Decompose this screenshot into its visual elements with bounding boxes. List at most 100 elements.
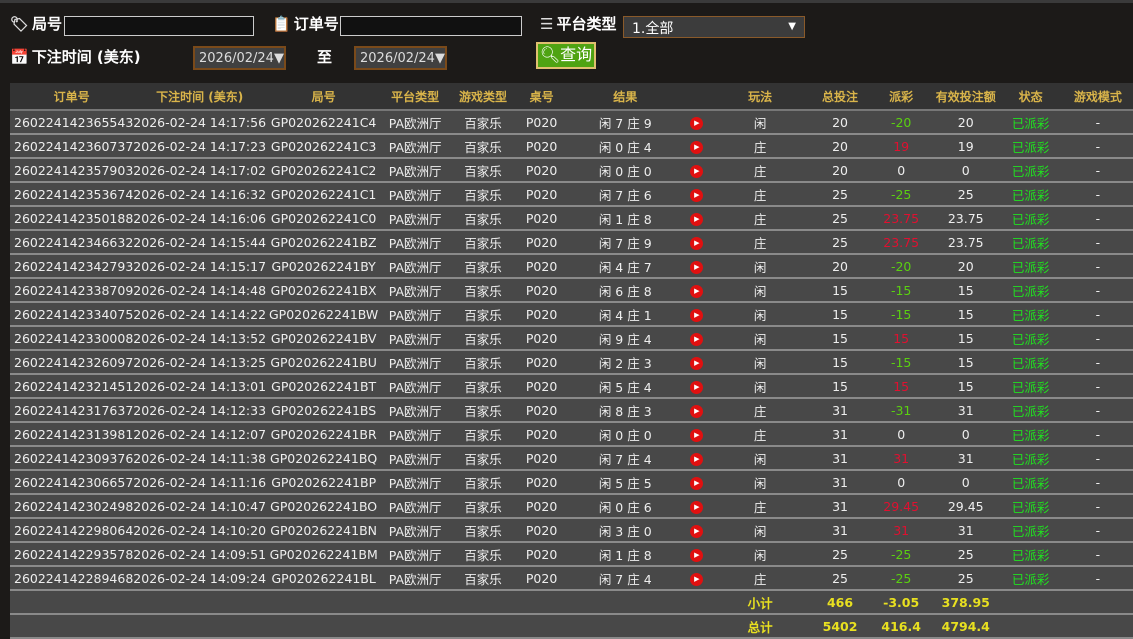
order-id: 260224142309376 — [10, 446, 134, 471]
replay-cell: ▶ — [684, 566, 710, 591]
table-row: 260224142326097 2026-02-24 14:13:25 GP0202… — [10, 350, 1133, 375]
table-row: 260224142317637 2026-02-24 14:12:33 GP0202… — [10, 398, 1133, 423]
order-id: 260224142326097 — [10, 350, 134, 375]
order-id: 260224142313981 — [10, 422, 134, 447]
play-type: 庄 — [709, 158, 811, 183]
status: 已派彩 — [998, 542, 1063, 567]
status: 已派彩 — [998, 350, 1063, 375]
total-cell — [266, 614, 382, 639]
payout: 15 — [869, 374, 933, 399]
play-video-icon[interactable]: ▶ — [690, 572, 704, 586]
replay-cell: ▶ — [684, 398, 710, 423]
game-type: 百家乐 — [449, 158, 517, 183]
platform: PA欧洲厅 — [381, 254, 450, 279]
platform: PA欧洲厅 — [381, 470, 450, 495]
play-video-icon[interactable]: ▶ — [690, 500, 704, 514]
play-video-icon[interactable]: ▶ — [690, 308, 704, 322]
bet-time: 2026-02-24 14:16:32 — [133, 182, 267, 207]
date-from-picker[interactable]: 2026/02/24▼ — [193, 46, 286, 70]
play-video-icon[interactable]: ▶ — [690, 236, 704, 250]
clipboard-icon: 📋 — [272, 14, 291, 33]
play-type: 闲 — [709, 302, 811, 327]
game-mode: - — [1062, 182, 1133, 207]
query-button[interactable]: 🔍︎查询 — [536, 42, 596, 69]
subtotal-row: 小计 466 -3.05 378.95 — [10, 590, 1133, 615]
subtotal-cell — [684, 590, 710, 615]
table-id: P020 — [516, 398, 567, 423]
play-video-icon[interactable]: ▶ — [690, 524, 704, 538]
table-id: P020 — [516, 494, 567, 519]
valid-bet: 15 — [932, 302, 999, 327]
play-type: 闲 — [709, 374, 811, 399]
play-video-icon[interactable]: ▶ — [690, 332, 704, 346]
column-header: 桌号 — [516, 83, 567, 111]
play-video-icon[interactable]: ▶ — [690, 380, 704, 394]
round-id: GP020262241BO — [266, 494, 382, 519]
result: 闲 4 庄 1 — [566, 302, 685, 327]
result: 闲 0 庄 0 — [566, 422, 685, 447]
column-header: 游戏类型 — [449, 83, 517, 111]
platform: PA欧洲厅 — [381, 302, 450, 327]
result: 闲 0 庄 6 — [566, 494, 685, 519]
total-cell — [566, 614, 685, 639]
play-video-icon[interactable]: ▶ — [690, 140, 704, 154]
column-header: 局号 — [266, 83, 382, 111]
table-row: 260224142365543 2026-02-24 14:17:56 GP0202… — [10, 110, 1133, 135]
search-icon: 🔍︎ — [539, 45, 561, 64]
play-video-icon[interactable]: ▶ — [690, 188, 704, 202]
game-type: 百家乐 — [449, 446, 517, 471]
round-label-text: 局号 — [32, 15, 63, 33]
platform: PA欧洲厅 — [381, 398, 450, 423]
play-video-icon[interactable]: ▶ — [690, 116, 704, 130]
replay-cell: ▶ — [684, 158, 710, 183]
play-video-icon[interactable]: ▶ — [690, 164, 704, 178]
bet-time: 2026-02-24 14:17:56 — [133, 110, 267, 135]
play-video-icon[interactable]: ▶ — [690, 548, 704, 562]
platform-select[interactable]: 1.全部 ▼ — [623, 16, 805, 38]
play-video-icon[interactable]: ▶ — [690, 212, 704, 226]
date-to-picker[interactable]: 2026/02/24▼ — [354, 46, 447, 70]
result: 闲 8 庄 3 — [566, 398, 685, 423]
table-id: P020 — [516, 542, 567, 567]
payout: -15 — [869, 350, 933, 375]
play-video-icon[interactable]: ▶ — [690, 260, 704, 274]
bet-time: 2026-02-24 14:13:25 — [133, 350, 267, 375]
round-input[interactable] — [64, 16, 254, 36]
status: 已派彩 — [998, 518, 1063, 543]
play-video-icon[interactable]: ▶ — [690, 452, 704, 466]
tag-icon: 🏷 — [10, 14, 30, 33]
game-type: 百家乐 — [449, 326, 517, 351]
table-id: P020 — [516, 230, 567, 255]
platform: PA欧洲厅 — [381, 158, 450, 183]
play-video-icon[interactable]: ▶ — [690, 404, 704, 418]
play-type: 庄 — [709, 494, 811, 519]
game-type: 百家乐 — [449, 278, 517, 303]
valid-bet: 15 — [932, 374, 999, 399]
order-id: 260224142342793 — [10, 254, 134, 279]
bet-time: 2026-02-24 14:17:02 — [133, 158, 267, 183]
platform: PA欧洲厅 — [381, 518, 450, 543]
result: 闲 9 庄 4 — [566, 326, 685, 351]
play-video-icon[interactable]: ▶ — [690, 284, 704, 298]
play-video-icon[interactable]: ▶ — [690, 428, 704, 442]
play-video-icon[interactable]: ▶ — [690, 476, 704, 490]
game-mode: - — [1062, 446, 1133, 471]
play-type: 闲 — [709, 110, 811, 135]
platform: PA欧洲厅 — [381, 422, 450, 447]
status: 已派彩 — [998, 494, 1063, 519]
valid-bet: 0 — [932, 422, 999, 447]
replay-cell: ▶ — [684, 542, 710, 567]
subtotal-cell — [133, 590, 267, 615]
game-type: 百家乐 — [449, 302, 517, 327]
platform: PA欧洲厅 — [381, 206, 450, 231]
total-cell — [10, 614, 134, 639]
play-type: 庄 — [709, 134, 811, 159]
round-id: GP020262241BP — [266, 470, 382, 495]
total-bet: 15 — [810, 302, 870, 327]
table-id: P020 — [516, 446, 567, 471]
replay-cell: ▶ — [684, 206, 710, 231]
order-input[interactable] — [340, 16, 522, 36]
calendar-icon: 📅 — [10, 47, 29, 66]
payout: 19 — [869, 134, 933, 159]
play-video-icon[interactable]: ▶ — [690, 356, 704, 370]
